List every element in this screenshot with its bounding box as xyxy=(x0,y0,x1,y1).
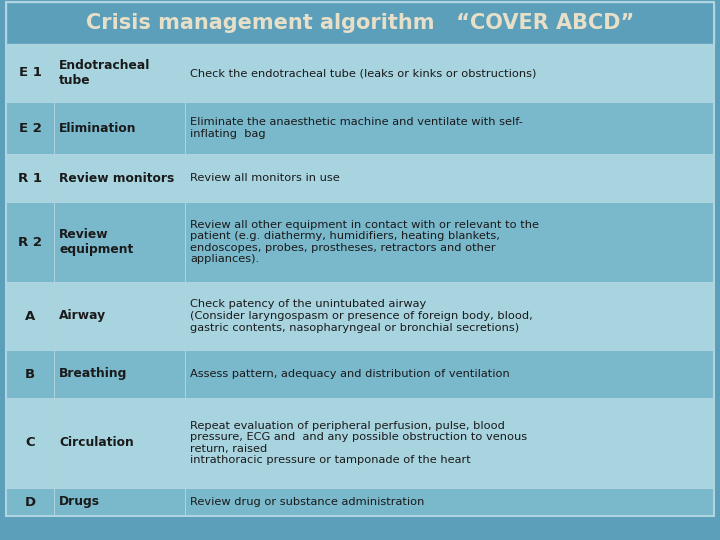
Text: Assess pattern, adequacy and distribution of ventilation: Assess pattern, adequacy and distributio… xyxy=(190,369,510,379)
Text: Elimination: Elimination xyxy=(59,122,137,134)
Bar xyxy=(6,282,714,350)
Bar xyxy=(6,2,714,44)
Text: Check the endotracheal tube (leaks or kinks or obstructions): Check the endotracheal tube (leaks or ki… xyxy=(190,68,536,78)
Text: Drugs: Drugs xyxy=(59,496,100,509)
Text: Repeat evaluation of peripheral perfusion, pulse, blood
pressure, ECG and  and a: Repeat evaluation of peripheral perfusio… xyxy=(190,421,527,465)
Text: B: B xyxy=(25,368,35,381)
Text: Crisis management algorithm   “COVER ABCD”: Crisis management algorithm “COVER ABCD” xyxy=(86,13,634,33)
Bar xyxy=(6,350,714,398)
Text: E 1: E 1 xyxy=(19,66,42,79)
Text: C: C xyxy=(25,436,35,449)
Bar xyxy=(6,202,714,282)
Text: Review drug or substance administration: Review drug or substance administration xyxy=(190,497,425,507)
Text: Breathing: Breathing xyxy=(59,368,127,381)
Bar xyxy=(6,398,714,488)
Text: Endotracheal
tube: Endotracheal tube xyxy=(59,59,150,87)
Text: A: A xyxy=(25,309,35,322)
Bar xyxy=(6,44,714,102)
Text: Review
equipment: Review equipment xyxy=(59,228,133,256)
Text: Review all other equipment in contact with or relevant to the
patient (e.g. diat: Review all other equipment in contact wi… xyxy=(190,220,539,265)
Text: R 1: R 1 xyxy=(18,172,42,185)
Text: Airway: Airway xyxy=(59,309,107,322)
Text: Review all monitors in use: Review all monitors in use xyxy=(190,173,340,183)
Bar xyxy=(6,488,714,516)
Bar xyxy=(6,102,714,154)
Bar xyxy=(6,154,714,202)
Text: D: D xyxy=(24,496,35,509)
Text: Circulation: Circulation xyxy=(59,436,134,449)
Text: Check patency of the unintubated airway
(Consider laryngospasm or presence of fo: Check patency of the unintubated airway … xyxy=(190,299,533,333)
Text: E 2: E 2 xyxy=(19,122,42,134)
Text: Review monitors: Review monitors xyxy=(59,172,174,185)
Text: R 2: R 2 xyxy=(18,235,42,248)
Text: Eliminate the anaesthetic machine and ventilate with self-
inflating  bag: Eliminate the anaesthetic machine and ve… xyxy=(190,117,523,139)
